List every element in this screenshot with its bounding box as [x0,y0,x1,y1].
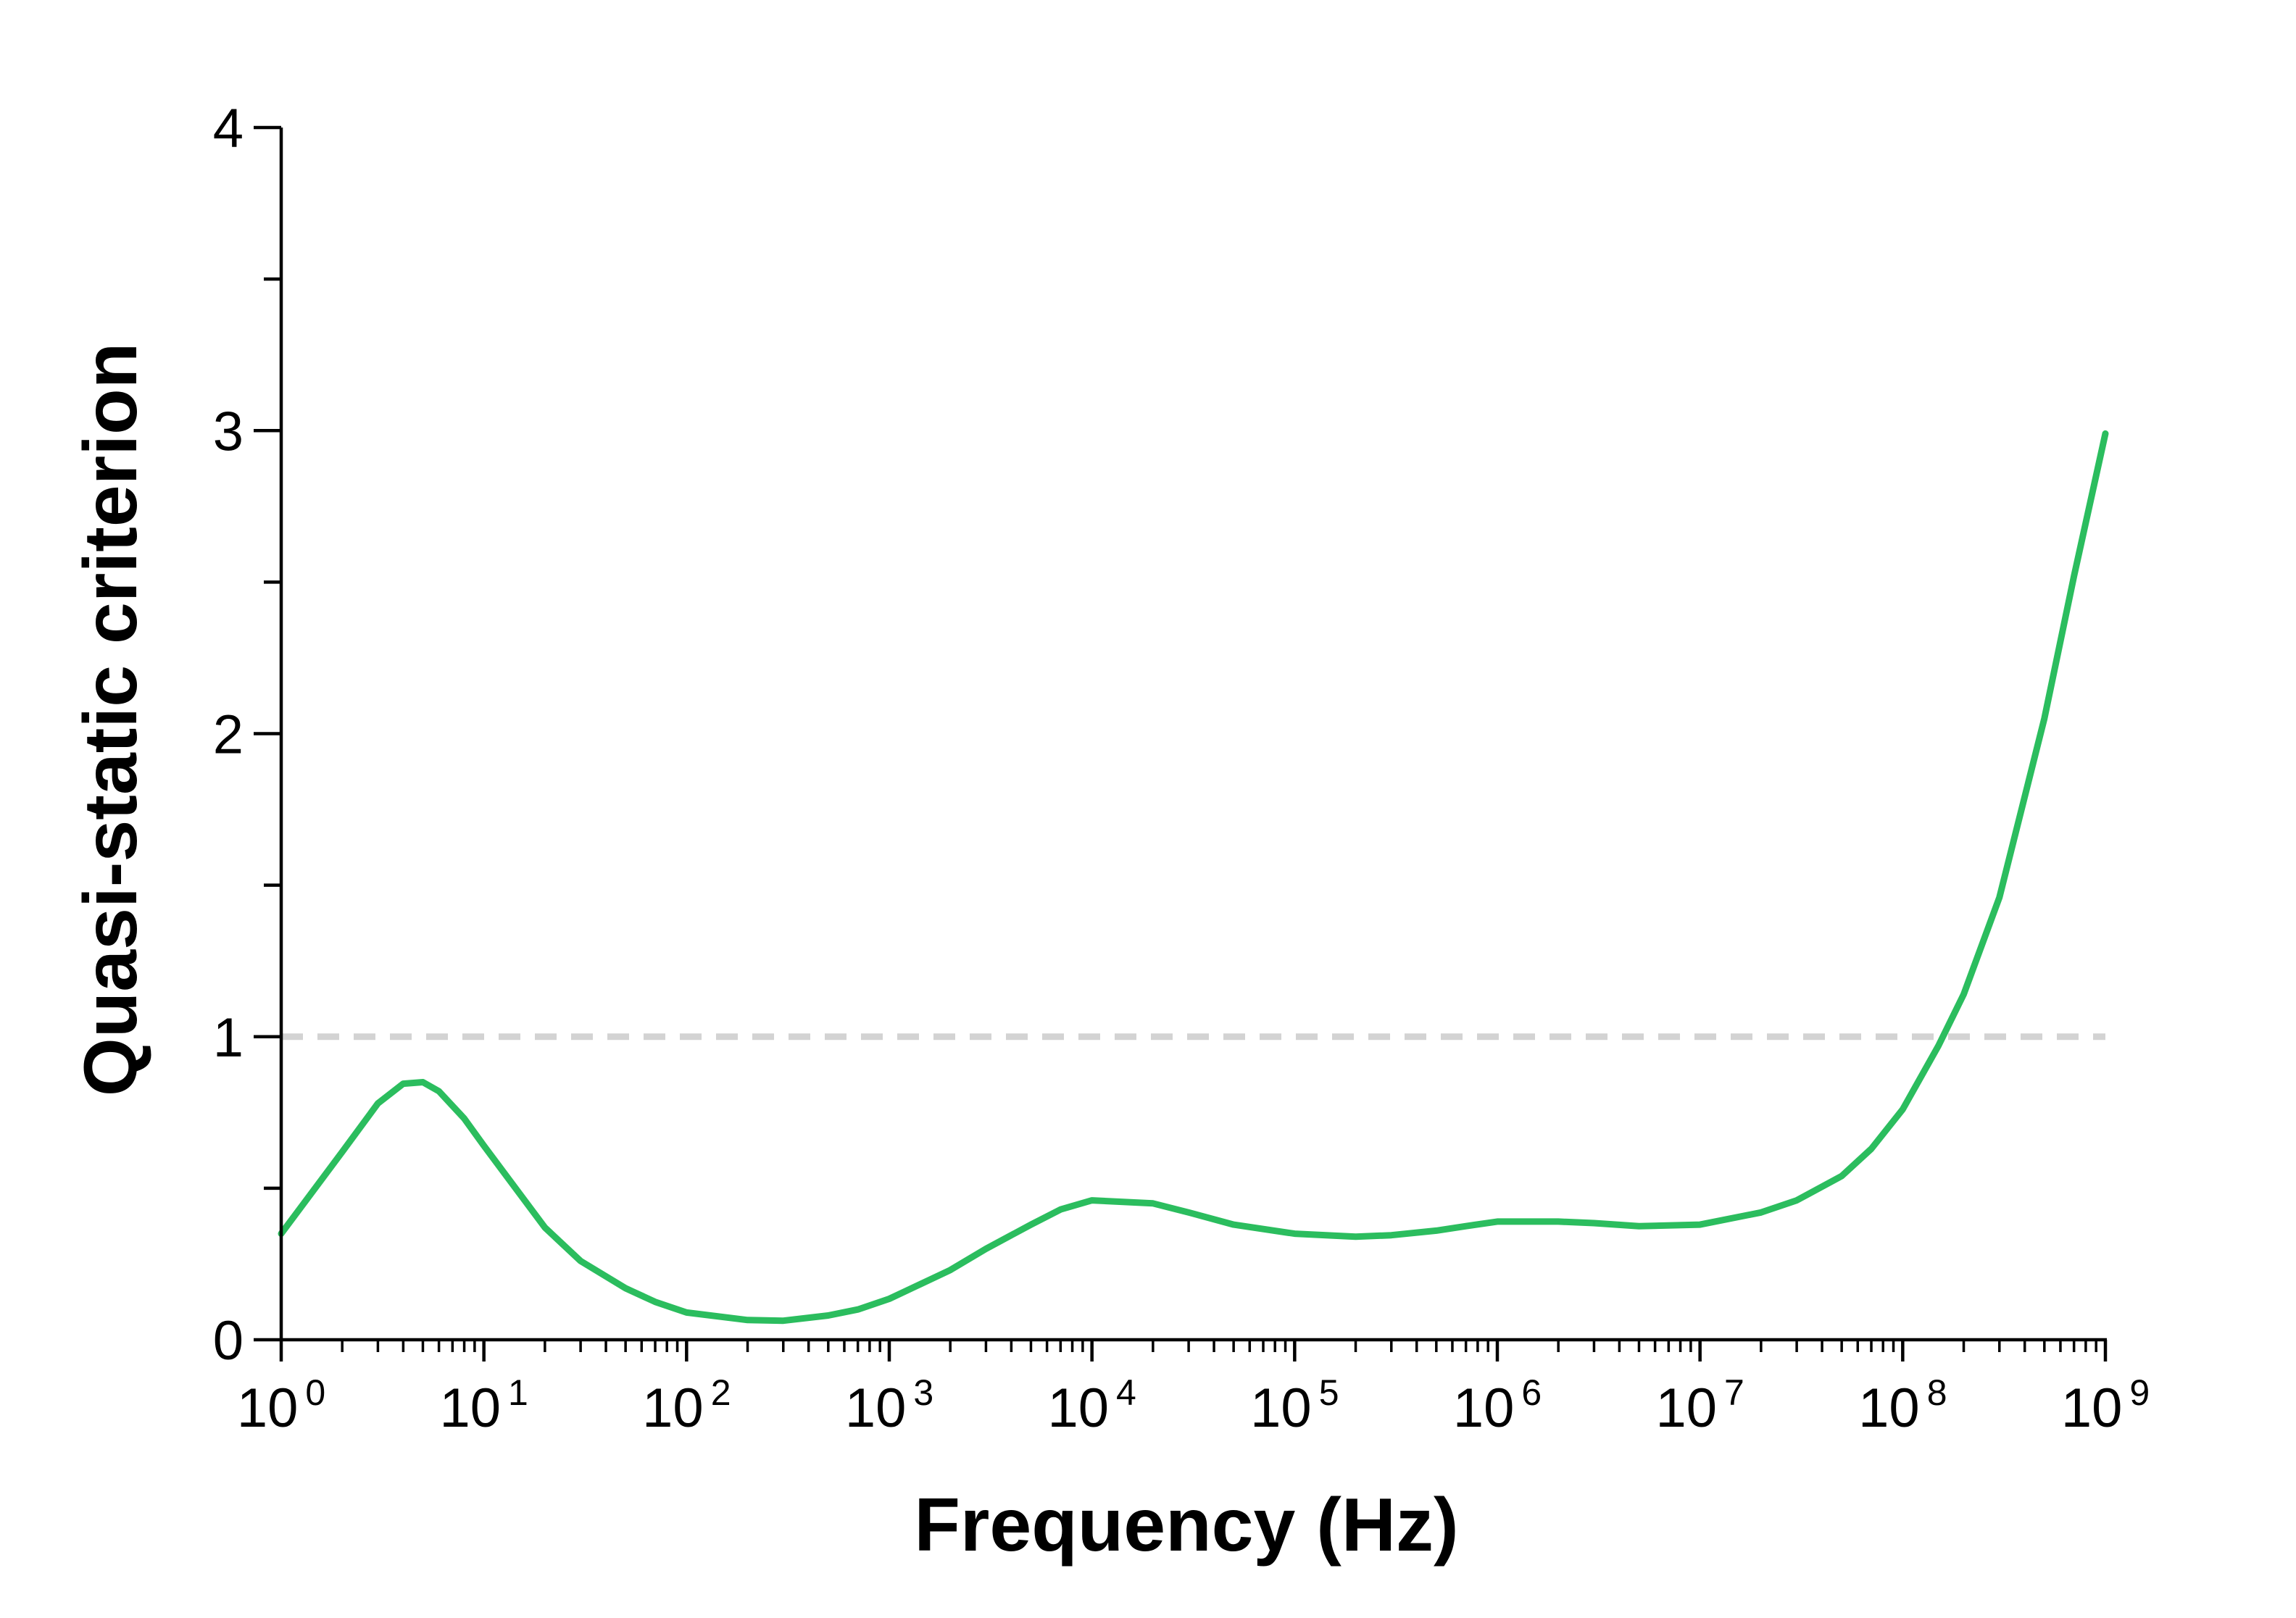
x-tick-label: 10 1 [439,1372,528,1439]
x-tick-label: 10 7 [1655,1372,1744,1439]
x-tick-label: 10 6 [1453,1372,1542,1439]
y-tick-label: 4 [213,98,244,159]
y-tick-label: 2 [213,704,244,766]
x-tick-label: 10 4 [1047,1372,1136,1439]
x-tick-label: 10 0 [237,1372,325,1439]
axes: Frequency (Hz) Quasi-static criterion 01… [69,98,2150,1567]
plot-area [278,430,2109,1325]
y-tick-label: 1 [213,1007,244,1069]
y-tick-label: 3 [213,401,244,462]
x-tick-label: 10 5 [1250,1372,1339,1439]
x-axis-title: Frequency (Hz) [914,1483,1458,1567]
x-tick-label: 10 2 [642,1372,731,1439]
x-tick-label: 10 9 [2061,1372,2150,1439]
y-axis-title: Quasi-static criterion [69,343,153,1096]
x-tick-label: 10 8 [1858,1372,1947,1439]
series-line-0 [278,430,2109,1325]
y-tick-label: 0 [213,1310,244,1372]
x-tick-label: 10 3 [845,1372,933,1439]
